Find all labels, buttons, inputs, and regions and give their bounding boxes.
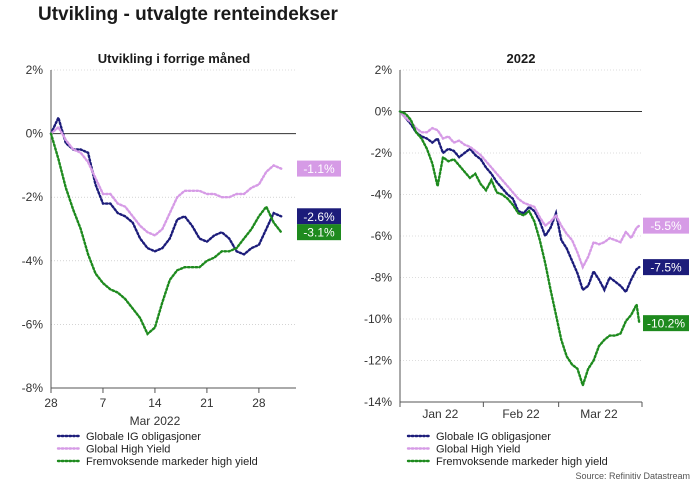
x-tick-label: 28	[44, 396, 58, 410]
legend-label: Fremvoksende markeder high yield	[86, 456, 258, 468]
x-tick-label: 14	[148, 396, 162, 410]
source-note: Source: Refinitiv Datastream	[575, 471, 690, 481]
y-tick-label: 0%	[375, 105, 393, 119]
chart-1-title: Utvikling i forrige måned	[98, 51, 250, 66]
x-tick-label: 21	[200, 396, 214, 410]
y-tick-label: -2%	[371, 146, 393, 160]
end-label-box-em	[643, 315, 689, 332]
series-line-ig	[398, 110, 641, 295]
y-tick-label: -14%	[364, 395, 392, 409]
y-tick-label: -6%	[371, 229, 393, 243]
end-label-box-ig	[297, 208, 341, 225]
y-tick-label: -8%	[371, 271, 393, 285]
y-tick-label: -8%	[22, 381, 44, 395]
y-tick-label: 0%	[26, 127, 44, 141]
y-tick-label: -10%	[364, 312, 392, 326]
x-month-label: Jan 22	[422, 407, 458, 421]
end-label-ig: -7.5%	[650, 261, 682, 275]
end-label-box-ig	[643, 259, 689, 276]
series-line-hy	[398, 110, 641, 271]
x-tick-label: 28	[252, 396, 266, 410]
end-label-em: -3.1%	[303, 226, 335, 240]
series-line-em	[49, 132, 283, 336]
x-month-label: Feb 22	[502, 407, 540, 421]
x-month-label: Mar 22	[580, 407, 618, 421]
x-tick-label: 7	[100, 396, 107, 410]
end-label-em: -10.2%	[647, 317, 685, 331]
legend-label: Globale IG obligasjoner	[436, 431, 551, 443]
y-tick-label: -6%	[22, 317, 44, 331]
series-line-em	[398, 110, 641, 390]
legend-label: Global High Yield	[436, 444, 520, 456]
y-tick-label: 2%	[375, 63, 393, 77]
legend-label: Globale IG obligasjoner	[86, 431, 201, 443]
x-axis-label: Mar 2022	[130, 414, 181, 428]
end-label-box-hy	[643, 217, 689, 234]
end-label-box-em	[297, 224, 341, 241]
end-label-hy: -1.1%	[303, 162, 335, 176]
legend-label: Global High Yield	[86, 444, 170, 456]
y-tick-label: 2%	[26, 63, 44, 77]
y-tick-label: -4%	[22, 254, 44, 268]
end-label-ig: -2.6%	[303, 210, 335, 224]
series-line-ig	[49, 114, 283, 256]
y-tick-label: -4%	[371, 188, 393, 202]
series-line-hy	[49, 125, 283, 237]
page-title: Utvikling - utvalgte renteindekser	[38, 4, 338, 25]
end-label-box-hy	[297, 160, 341, 177]
y-tick-label: -12%	[364, 354, 392, 368]
y-tick-label: -2%	[22, 190, 44, 204]
end-label-hy: -5.5%	[650, 219, 682, 233]
legend-label: Fremvoksende markeder high yield	[436, 456, 608, 468]
chart-2-title: 2022	[507, 51, 536, 66]
